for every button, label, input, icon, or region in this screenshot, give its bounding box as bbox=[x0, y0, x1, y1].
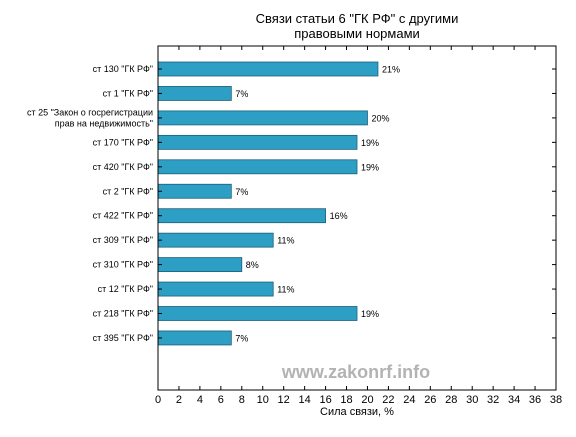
bar bbox=[157, 208, 326, 224]
category-labels: ст 130 "ГК РФ" ст 1 "ГК РФ" ст 25 "Закон о… bbox=[27, 64, 153, 343]
category-label: ст 170 "ГК РФ" bbox=[93, 137, 153, 147]
category-label: ст 1 "ГК РФ" bbox=[103, 88, 153, 98]
x-tick-label: 28 bbox=[445, 394, 457, 406]
x-axis-label: Сила связи, % bbox=[320, 406, 394, 418]
category-label: ст 310 "ГК РФ" bbox=[93, 260, 153, 270]
x-tick-label: 2 bbox=[176, 394, 182, 406]
x-tick-label: 22 bbox=[382, 394, 394, 406]
x-tick-label: 30 bbox=[466, 394, 478, 406]
bar-value-label: 7% bbox=[235, 89, 248, 99]
chart-title-line: правовыми нормами bbox=[294, 26, 420, 41]
bar bbox=[157, 232, 274, 248]
x-tick-label: 20 bbox=[361, 394, 373, 406]
category-label: ст 218 "ГК РФ" bbox=[93, 309, 153, 319]
category-label: ст 420 "ГК РФ" bbox=[93, 162, 153, 172]
x-tick-label: 36 bbox=[529, 394, 541, 406]
category-label: ст 130 "ГК РФ" bbox=[93, 64, 153, 74]
category-label: ст 25 "Закон о госрегистрации bbox=[27, 107, 153, 117]
bar bbox=[157, 61, 379, 77]
x-tick-label: 34 bbox=[508, 394, 520, 406]
watermark: www.zakonrf.info bbox=[281, 362, 430, 382]
bar-value-label: 19% bbox=[361, 309, 379, 319]
bar bbox=[157, 257, 243, 273]
bar-value-label: 19% bbox=[361, 138, 379, 148]
x-tick-label: 18 bbox=[340, 394, 352, 406]
bar bbox=[157, 183, 232, 199]
bar bbox=[157, 134, 358, 150]
bar-value-label: 21% bbox=[382, 65, 400, 75]
chart-title: Связи статьи 6 "ГК РФ" с другимиправовым… bbox=[256, 11, 459, 41]
bar bbox=[157, 330, 232, 346]
x-tick-label: 38 bbox=[550, 394, 562, 406]
x-tick-label: 6 bbox=[218, 394, 224, 406]
bars: 21% 7% 20% 19% 19% 7% 16% 11% 8% 11% 19% 7% bbox=[157, 61, 400, 346]
bar bbox=[157, 86, 232, 101]
bar-value-label: 16% bbox=[330, 211, 348, 221]
category-label: прав на недвижимость" bbox=[55, 118, 153, 128]
bar-value-label: 19% bbox=[361, 162, 379, 172]
category-label: ст 12 "ГК РФ" bbox=[98, 284, 153, 294]
bar-value-label: 11% bbox=[277, 236, 294, 246]
bar bbox=[157, 110, 368, 126]
bar bbox=[157, 159, 358, 175]
x-tick-label: 14 bbox=[299, 394, 311, 406]
x-tick-label: 10 bbox=[257, 394, 269, 406]
x-tick-label: 4 bbox=[197, 394, 203, 406]
x-tick-label: 32 bbox=[487, 394, 499, 406]
x-tick-label: 8 bbox=[239, 394, 245, 406]
category-label: ст 2 "ГК РФ" bbox=[103, 186, 153, 196]
axes: 0 2 4 6 8 10 12 14 16 18 20 22 24 26 28 30 32 34 36 38 bbox=[155, 45, 562, 406]
plot-frame bbox=[157, 45, 557, 391]
bar-value-label: 11% bbox=[277, 285, 294, 295]
x-tick-label: 26 bbox=[424, 394, 436, 406]
x-tick-label: 0 bbox=[155, 394, 161, 406]
bar-value-label: 7% bbox=[235, 187, 248, 197]
x-tick-label: 12 bbox=[278, 394, 290, 406]
bar-value-label: 7% bbox=[235, 333, 248, 343]
bar bbox=[157, 306, 358, 321]
x-tick-label: 24 bbox=[403, 394, 415, 406]
bar-value-label: 20% bbox=[371, 113, 389, 123]
category-label: ст 395 "ГК РФ" bbox=[93, 333, 153, 343]
category-label: ст 422 "ГК РФ" bbox=[93, 211, 153, 221]
bar-value-label: 8% bbox=[246, 260, 259, 270]
bar bbox=[157, 281, 274, 297]
category-label: ст 309 "ГК РФ" bbox=[93, 235, 153, 245]
x-tick-label: 16 bbox=[319, 394, 331, 406]
chart-title-line: Связи статьи 6 "ГК РФ" с другими bbox=[256, 11, 459, 26]
